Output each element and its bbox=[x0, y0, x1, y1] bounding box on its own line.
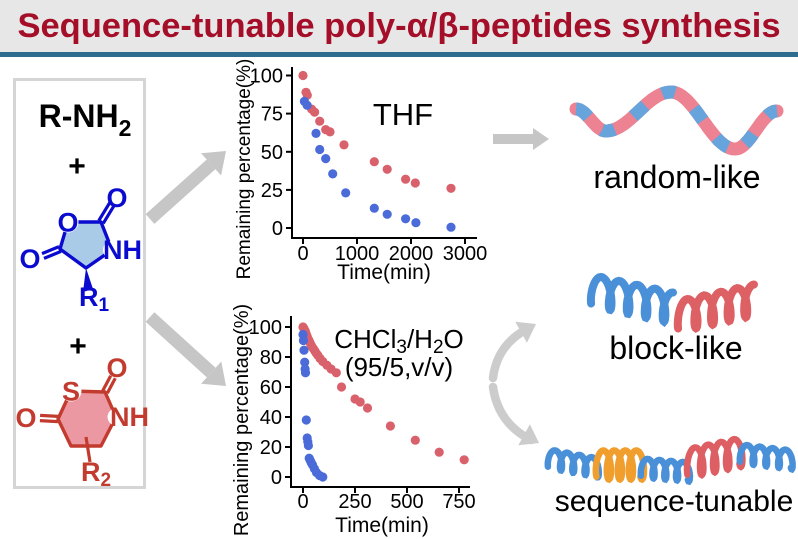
svg-text:50: 50 bbox=[261, 142, 283, 164]
svg-text:O: O bbox=[106, 183, 127, 213]
svg-text:S: S bbox=[62, 377, 80, 407]
svg-text:random-like: random-like bbox=[593, 159, 760, 195]
svg-text:Remaining percentage(%): Remaining percentage(%) bbox=[231, 304, 253, 536]
svg-text:O: O bbox=[57, 208, 78, 238]
svg-text:sequence-tunable: sequence-tunable bbox=[555, 485, 794, 518]
svg-text:500: 500 bbox=[390, 491, 423, 513]
svg-text:1000: 1000 bbox=[335, 243, 380, 265]
svg-text:0: 0 bbox=[272, 218, 283, 240]
svg-text:0: 0 bbox=[297, 491, 308, 513]
svg-text:250: 250 bbox=[338, 491, 371, 513]
svg-text:+: + bbox=[68, 150, 86, 183]
svg-text:Time(min): Time(min) bbox=[337, 261, 431, 284]
svg-text:Remaining percentage(%): Remaining percentage(%) bbox=[234, 59, 255, 280]
svg-text:Time(min): Time(min) bbox=[335, 514, 429, 537]
svg-text:O: O bbox=[19, 244, 40, 274]
svg-text:100: 100 bbox=[249, 317, 282, 339]
svg-text:40: 40 bbox=[260, 407, 282, 429]
svg-text:80: 80 bbox=[260, 347, 282, 369]
svg-text:60: 60 bbox=[260, 377, 282, 399]
svg-text:(95/5,v/v): (95/5,v/v) bbox=[345, 352, 453, 382]
svg-text:O: O bbox=[15, 403, 36, 433]
svg-text:R-NH2: R-NH2 bbox=[39, 98, 132, 141]
svg-text:THF: THF bbox=[373, 97, 433, 132]
svg-text:NH: NH bbox=[110, 402, 149, 432]
svg-text:750: 750 bbox=[442, 491, 475, 513]
svg-text:block-like: block-like bbox=[609, 330, 742, 366]
svg-text:75: 75 bbox=[261, 104, 283, 126]
svg-text:NH: NH bbox=[103, 235, 142, 265]
svg-text:100: 100 bbox=[250, 66, 283, 88]
svg-text:25: 25 bbox=[261, 180, 283, 202]
svg-text:3000: 3000 bbox=[443, 243, 488, 265]
svg-text:+: + bbox=[69, 330, 87, 363]
svg-text:O: O bbox=[106, 353, 127, 383]
svg-text:20: 20 bbox=[260, 437, 282, 459]
svg-text:0: 0 bbox=[297, 243, 308, 265]
svg-text:0: 0 bbox=[271, 467, 282, 489]
svg-text:2000: 2000 bbox=[389, 243, 434, 265]
